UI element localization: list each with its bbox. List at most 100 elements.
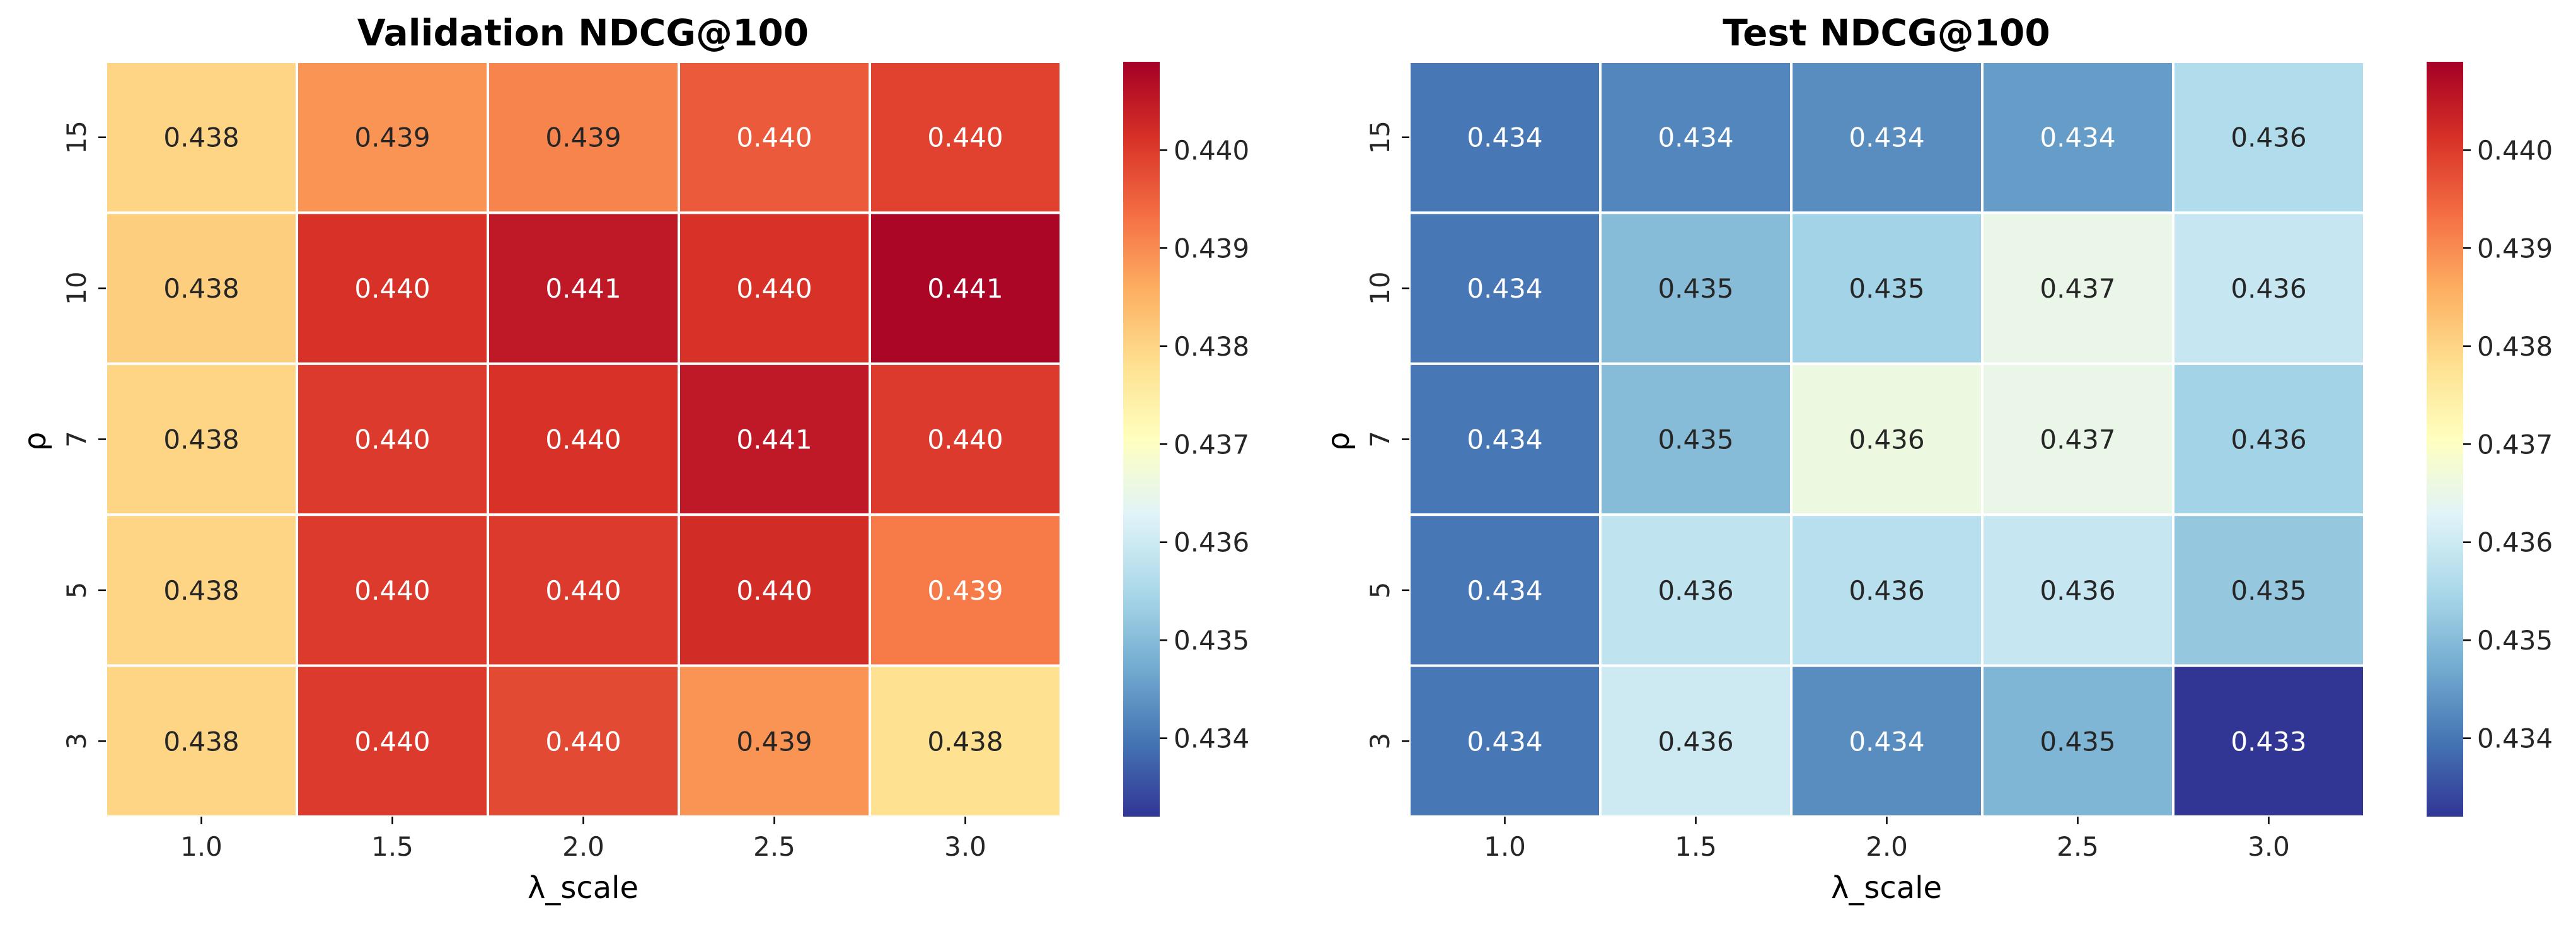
test-cell-label-r0-c0: 0.434	[1467, 122, 1542, 153]
validation-x-tick-label: 3.0	[944, 831, 986, 862]
test-x-tick-label: 2.5	[2057, 831, 2099, 862]
test-y-tick-label: 7	[1365, 431, 1395, 448]
validation-cell-r2-c1	[296, 362, 489, 516]
validation-y-axis-label: ρ	[18, 432, 53, 451]
validation-cell-label-r4-c0: 0.438	[163, 726, 239, 757]
validation-cell-label-r2-c0: 0.438	[163, 424, 239, 455]
validation-colorbar-tick-label: 0.439	[1174, 233, 1249, 264]
validation-x-tick-label: 1.0	[180, 831, 222, 862]
test-cell-label-r3-c1: 0.436	[1658, 575, 1733, 606]
validation-y-tick-label: 10	[61, 271, 92, 305]
validation-x-tick-label: 1.5	[371, 831, 413, 862]
test-colorbar-tick-label: 0.439	[2477, 233, 2553, 264]
validation-cell-r0-c0	[105, 61, 298, 214]
validation-cell-r4-c1	[296, 664, 489, 818]
validation-x-axis-label: λ_scale	[528, 870, 638, 906]
validation-cell-r1-c4	[869, 211, 1062, 365]
validation-colorbar-ticks: 0.434 0.435 0.436 0.437 0.438 0.439 0.440	[1160, 135, 1249, 754]
validation-cell-label-r0-c2: 0.439	[545, 122, 621, 153]
test-cell-label-r4-c0: 0.434	[1467, 726, 1542, 757]
validation-cell-label-r3-c0: 0.438	[163, 575, 239, 606]
validation-cell-r0-c1	[296, 61, 489, 214]
validation-y-tick-label: 5	[61, 582, 92, 599]
validation-cell-label-r2-c2: 0.440	[545, 424, 621, 455]
test-cell-r1-c0	[1408, 211, 1602, 365]
test-cell-r2-c2	[1790, 362, 1984, 516]
validation-cell-label-r0-c0: 0.438	[163, 122, 239, 153]
test-cell-label-r3-c2: 0.436	[1849, 575, 1924, 606]
test-x-tick-label: 1.0	[1484, 831, 1526, 862]
validation-cell-label-r1-c3: 0.440	[736, 273, 812, 304]
validation-cell-label-r3-c1: 0.440	[354, 575, 430, 606]
validation-cell-label-r3-c2: 0.440	[545, 575, 621, 606]
validation-cell-label-r4-c3: 0.439	[736, 726, 812, 757]
validation-cell-r4-c0	[105, 664, 298, 818]
test-cell-r1-c3	[1981, 211, 2175, 365]
test-cell-r0-c0	[1408, 61, 1602, 214]
test-colorbar-tick-label: 0.440	[2477, 135, 2553, 166]
validation-cell-label-r1-c0: 0.438	[163, 273, 239, 304]
test-cell-label-r0-c2: 0.434	[1849, 122, 1924, 153]
test-cell-r1-c1	[1599, 211, 1793, 365]
test-cell-label-r1-c1: 0.435	[1658, 273, 1733, 304]
validation-colorbar-tick-label: 0.440	[1174, 135, 1249, 166]
test-y-tick-labels: 15 10 7 5 3	[1365, 120, 1409, 750]
validation-cell-label-r4-c2: 0.440	[545, 726, 621, 757]
test-cell-label-r2-c3: 0.437	[2040, 424, 2115, 455]
validation-cell-label-r1-c4: 0.441	[927, 273, 1003, 304]
validation-x-tick-labels: 1.0 1.5 2.0 2.5 3.0	[180, 817, 986, 862]
test-x-tick-label: 1.5	[1675, 831, 1717, 862]
test-cell-r3-c1	[1599, 513, 1793, 667]
test-cell-r4-c2	[1790, 664, 1984, 818]
test-colorbar-tick-label: 0.438	[2477, 331, 2553, 362]
validation-cell-label-r3-c3: 0.440	[736, 575, 812, 606]
validation-cell-label-r1-c2: 0.441	[545, 273, 621, 304]
test-cell-label-r2-c0: 0.434	[1467, 424, 1542, 455]
test-cell-label-r2-c2: 0.436	[1849, 424, 1924, 455]
validation-colorbar	[1123, 62, 1160, 817]
test-chart-title: Test NDCG@100	[1723, 11, 2050, 54]
test-cell-r4-c4	[2172, 664, 2365, 818]
validation-cell-r2-c4	[869, 362, 1062, 516]
validation-cell-label-r0-c1: 0.439	[354, 122, 430, 153]
validation-cell-r2-c3	[678, 362, 871, 516]
test-cell-label-r1-c3: 0.437	[2040, 273, 2115, 304]
test-cell-label-r1-c2: 0.435	[1849, 273, 1924, 304]
test-colorbar	[2427, 62, 2463, 817]
validation-x-tick-label: 2.0	[562, 831, 604, 862]
validation-cell-label-r2-c3: 0.441	[736, 424, 812, 455]
test-cell-r3-c4	[2172, 513, 2365, 667]
validation-y-tick-label: 7	[61, 431, 92, 448]
test-cell-label-r0-c4: 0.436	[2231, 122, 2306, 153]
validation-x-tick-label: 2.5	[753, 831, 795, 862]
validation-chart-title: Validation NDCG@100	[357, 11, 809, 54]
test-cell-label-r4-c1: 0.436	[1658, 726, 1733, 757]
validation-cell-label-r2-c4: 0.440	[927, 424, 1003, 455]
validation-cell-r0-c3	[678, 61, 871, 214]
test-cell-label-r3-c3: 0.436	[2040, 575, 2115, 606]
validation-cell-r4-c4	[869, 664, 1062, 818]
validation-colorbar-tick-label: 0.435	[1174, 625, 1249, 656]
test-heatmap-panel: Test NDCG@100 0.434 0.434 0.434 0.434 0.4360…	[1321, 11, 2553, 906]
test-cell-r0-c3	[1981, 61, 2175, 214]
validation-cell-label-r1-c1: 0.440	[354, 273, 430, 304]
test-cell-label-r0-c1: 0.434	[1658, 122, 1733, 153]
test-y-axis-label: ρ	[1321, 432, 1356, 451]
test-y-tick-label: 3	[1365, 733, 1395, 750]
validation-y-tick-labels: 15 10 7 5 3	[61, 120, 106, 750]
validation-cell-r3-c4	[869, 513, 1062, 667]
test-cell-r2-c4	[2172, 362, 2365, 516]
test-cell-r0-c4	[2172, 61, 2365, 214]
test-cell-label-r1-c0: 0.434	[1467, 273, 1542, 304]
test-cell-label-r4-c4: 0.433	[2231, 726, 2306, 757]
validation-colorbar-tick-label: 0.437	[1174, 429, 1249, 460]
test-y-tick-label: 5	[1365, 582, 1395, 599]
validation-colorbar-tick-label: 0.436	[1174, 527, 1249, 558]
test-colorbar-tick-label: 0.437	[2477, 429, 2553, 460]
validation-cell-label-r2-c1: 0.440	[354, 424, 430, 455]
test-heatmap-cells: 0.434 0.434 0.434 0.434 0.436 0.434 0.435 0.435…	[1408, 61, 2365, 818]
test-cell-r4-c0	[1408, 664, 1602, 818]
validation-y-tick-label: 15	[61, 120, 92, 154]
test-cell-label-r3-c0: 0.434	[1467, 575, 1542, 606]
